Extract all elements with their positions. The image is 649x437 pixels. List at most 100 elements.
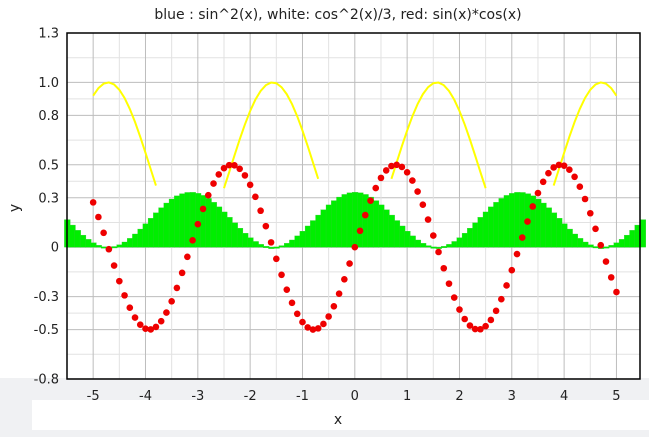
area-bar bbox=[357, 192, 364, 248]
sin-cos-point bbox=[131, 314, 139, 321]
area-bar bbox=[273, 246, 280, 249]
area-bar bbox=[639, 219, 646, 248]
sin-cos-point bbox=[419, 201, 427, 209]
area-bar bbox=[200, 195, 207, 248]
sin-cos-point bbox=[299, 318, 306, 326]
area-bar bbox=[582, 241, 589, 248]
x-tick-label: -2 bbox=[244, 389, 257, 404]
sin-cos-point bbox=[602, 258, 610, 265]
area-bar bbox=[561, 223, 568, 248]
area-bar bbox=[587, 244, 594, 248]
area-bar bbox=[315, 214, 322, 248]
area-bar bbox=[331, 200, 338, 248]
area-bar bbox=[74, 230, 81, 248]
sin-cos-point bbox=[456, 306, 463, 313]
sin2-line-segment bbox=[552, 81, 618, 186]
area-bar bbox=[383, 209, 390, 248]
area-bar bbox=[168, 198, 176, 248]
area-bar bbox=[320, 209, 327, 248]
area-bar bbox=[247, 237, 254, 248]
sin-cos-point bbox=[210, 180, 217, 187]
area-bar bbox=[278, 245, 285, 248]
sin-cos-point bbox=[283, 286, 291, 293]
sin-cos-point bbox=[215, 171, 223, 178]
series-cos2-over-3 bbox=[64, 192, 646, 249]
area-bar bbox=[498, 198, 505, 248]
area-bar bbox=[210, 202, 217, 248]
sin-cos-point bbox=[184, 253, 191, 261]
area-bar bbox=[69, 224, 76, 248]
sin-cos-point bbox=[534, 189, 542, 197]
sin-cos-point bbox=[351, 243, 359, 251]
area-bar bbox=[346, 192, 353, 248]
sin-cos-point bbox=[199, 205, 207, 213]
sin-cos-point bbox=[529, 203, 537, 210]
y-axis-title: y bbox=[7, 204, 23, 212]
sin-cos-point bbox=[304, 324, 312, 331]
sin-cos-point bbox=[273, 255, 280, 263]
area-bar bbox=[263, 246, 270, 248]
chart-background bbox=[0, 0, 649, 378]
sin-cos-point bbox=[346, 260, 353, 267]
area-bar bbox=[252, 241, 259, 248]
sin-cos-point bbox=[105, 245, 113, 253]
area-bar bbox=[284, 243, 291, 248]
sin-cos-point bbox=[356, 227, 364, 235]
area-bar bbox=[493, 202, 500, 248]
series-sin2 bbox=[92, 81, 618, 189]
area-bar bbox=[304, 225, 312, 248]
sin-cos-point bbox=[100, 229, 107, 237]
area-bar bbox=[456, 237, 463, 248]
y-tick-label: 1.0 bbox=[38, 76, 59, 91]
sin-cos-point bbox=[152, 323, 160, 331]
area-bar bbox=[509, 193, 516, 248]
area-bar bbox=[566, 228, 573, 248]
area-bar bbox=[420, 243, 427, 248]
sin-cos-point bbox=[461, 315, 468, 323]
area-bar bbox=[289, 239, 296, 248]
y-axis-ticks: 1.3 1.0 0.8 0.5 0.3 0 -0.3 -0.5 -0.8 bbox=[34, 27, 59, 388]
area-bar bbox=[367, 196, 374, 248]
area-bar bbox=[535, 198, 542, 248]
sin-cos-point bbox=[320, 320, 327, 328]
area-bar bbox=[221, 211, 228, 248]
area-bar bbox=[556, 218, 563, 248]
area-bar bbox=[147, 218, 155, 248]
y-tick-label: -0.3 bbox=[34, 290, 59, 305]
sin-cos-point bbox=[246, 181, 254, 189]
area-bar bbox=[404, 231, 411, 248]
sin-cos-point bbox=[503, 282, 510, 289]
sin-cos-point bbox=[555, 161, 563, 169]
x-tick-label: -3 bbox=[191, 389, 204, 404]
area-bar bbox=[111, 246, 118, 249]
sin-cos-point bbox=[142, 325, 149, 332]
area-bar bbox=[85, 239, 92, 248]
area-bar bbox=[467, 228, 474, 248]
area-bar bbox=[461, 233, 469, 248]
sin-cos-point bbox=[440, 264, 448, 272]
sin-cos-point bbox=[121, 292, 128, 299]
area-bar bbox=[425, 245, 432, 248]
area-bar bbox=[121, 241, 128, 248]
sin-cos-point bbox=[414, 188, 421, 195]
sin-cos-point bbox=[524, 218, 531, 225]
area-bar bbox=[378, 204, 385, 248]
sin-cos-point bbox=[314, 325, 322, 332]
area-bar bbox=[257, 244, 264, 248]
x-tick-label: -5 bbox=[87, 389, 100, 404]
area-bar bbox=[153, 212, 160, 248]
area-bar bbox=[79, 234, 87, 248]
sin-cos-point bbox=[341, 275, 348, 283]
series-sin-cos bbox=[89, 161, 620, 333]
area-bar bbox=[545, 207, 552, 248]
sin-cos-point bbox=[409, 177, 416, 184]
sin-cos-point bbox=[581, 195, 589, 203]
y-tick-label: 0.8 bbox=[38, 109, 59, 124]
area-bar bbox=[127, 238, 134, 248]
x-tick-label: 3 bbox=[508, 389, 516, 404]
area-bar bbox=[540, 202, 547, 248]
area-bar bbox=[226, 217, 233, 248]
area-bar bbox=[215, 206, 223, 248]
x-tick-label: -4 bbox=[139, 389, 152, 404]
sin-cos-point bbox=[508, 266, 516, 274]
